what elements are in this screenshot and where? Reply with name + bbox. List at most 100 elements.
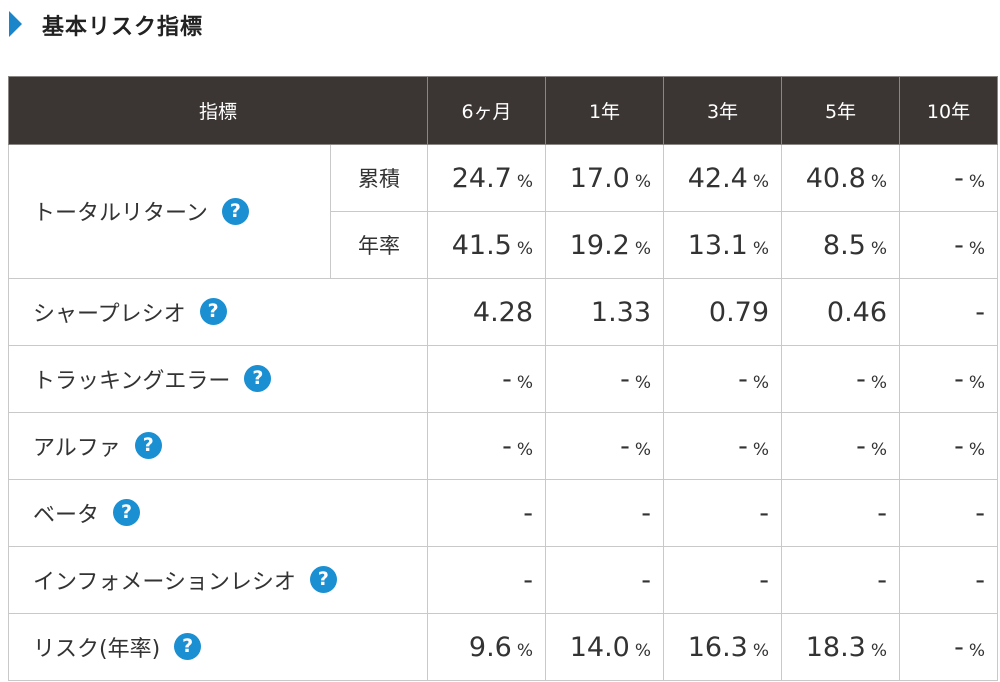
value-text: - <box>954 229 964 261</box>
value-text: 42.4 <box>687 162 748 194</box>
table-cell: - <box>781 479 901 547</box>
help-icon[interactable]: ? <box>174 633 202 661</box>
row-label-text: インフォメーションレシオ <box>33 569 296 595</box>
row-label-text: ベータ <box>33 502 100 528</box>
unit-text: % <box>968 171 986 192</box>
value-text: 13.1 <box>687 229 748 261</box>
table-cell: - <box>427 546 547 614</box>
table-cell: 19.2% <box>545 211 665 279</box>
unit-text: % <box>634 238 652 259</box>
table-cell: -% <box>781 345 901 413</box>
help-icon[interactable]: ? <box>244 365 272 393</box>
row-label: トラッキングエラー? <box>7 345 429 413</box>
table-cell: 14.0% <box>545 613 665 681</box>
table-row: アルファ? -% -% -% -% -% <box>7 412 999 480</box>
value-text: 18.3 <box>805 631 866 663</box>
header-period-6m: 6ヶ月 <box>427 76 547 145</box>
table-cell: -% <box>899 613 999 681</box>
unit-text: % <box>968 439 986 460</box>
unit-text: % <box>968 238 986 259</box>
value-text: - <box>877 564 888 596</box>
value-text: 40.8 <box>805 162 866 194</box>
row-label-total-return: トータルリターン? <box>8 144 331 279</box>
value-text: - <box>502 363 512 395</box>
unit-text: % <box>752 640 770 661</box>
table-cell: 18.3% <box>781 613 901 681</box>
table-cell: 16.3% <box>663 613 783 681</box>
unit-text: % <box>516 640 534 661</box>
value-text: - <box>738 363 748 395</box>
table-cell: 42.4% <box>663 144 783 212</box>
table-cell: 13.1% <box>663 211 783 279</box>
table-cell: - <box>545 546 665 614</box>
help-icon[interactable]: ? <box>113 499 141 527</box>
value-text: 1.33 <box>590 296 652 328</box>
value-text: - <box>759 564 770 596</box>
unit-text: % <box>634 372 652 393</box>
unit-text: % <box>870 171 888 192</box>
value-text: 24.7 <box>451 162 512 194</box>
table-cell: -% <box>545 412 665 480</box>
value-text: - <box>954 430 964 462</box>
table-cell: -% <box>899 144 999 212</box>
unit-text: % <box>516 372 534 393</box>
table-row-total-return-cumulative: トータルリターン? 累積 24.7% 17.0% 42.4% 40.8% -% <box>8 144 999 279</box>
row-label-text: シャープレシオ <box>33 301 186 327</box>
table-cell: 4.28 <box>427 278 547 346</box>
unit-text: % <box>968 372 986 393</box>
value-text: 0.79 <box>708 296 770 328</box>
value-text: - <box>523 564 534 596</box>
value-text: 9.6 <box>468 631 512 663</box>
header-period-10y: 10年 <box>899 76 999 145</box>
row-label-text: トータルリターン <box>33 201 208 227</box>
header-period-1y: 1年 <box>545 76 665 145</box>
value-text: - <box>523 497 534 529</box>
table-cell: 24.7% <box>427 144 547 212</box>
row-label: ベータ? <box>7 479 429 547</box>
value-text: 0.46 <box>826 296 888 328</box>
table-cell: - <box>899 546 999 614</box>
unit-text: % <box>516 238 534 259</box>
value-text: - <box>954 631 964 663</box>
table-cell: - <box>781 546 901 614</box>
header-indicator: 指標 <box>7 76 429 145</box>
header-period-3y: 3年 <box>663 76 783 145</box>
risk-indicator-table: 指標 6ヶ月 1年 3年 5年 10年 トータルリターン? 累積 24.7% 17.0… <box>7 76 999 681</box>
row-label-text: リスク(年率) <box>33 636 161 662</box>
table-header-row: 指標 6ヶ月 1年 3年 5年 10年 <box>7 76 999 145</box>
unit-text: % <box>752 372 770 393</box>
value-text: 19.2 <box>569 229 630 261</box>
section-title: 基本リスク指標 <box>42 15 204 40</box>
table-cell: 17.0% <box>545 144 665 212</box>
table-row: トラッキングエラー? -% -% -% -% -% <box>7 345 999 413</box>
table-cell: -% <box>899 345 999 413</box>
value-text: - <box>620 430 630 462</box>
table-cell: - <box>663 546 783 614</box>
unit-text: % <box>870 238 888 259</box>
table-cell: -% <box>899 211 999 279</box>
help-icon[interactable]: ? <box>309 566 337 594</box>
unit-text: % <box>968 640 986 661</box>
help-icon[interactable]: ? <box>134 432 162 460</box>
table-cell: -% <box>781 412 901 480</box>
table-cell: -% <box>663 412 783 480</box>
table-cell: -% <box>663 345 783 413</box>
help-icon[interactable]: ? <box>199 298 227 326</box>
unit-text: % <box>870 640 888 661</box>
value-text: 41.5 <box>451 229 512 261</box>
value-text: - <box>975 564 986 596</box>
sublabel-cumulative: 累積 <box>329 144 429 212</box>
row-label-text: アルファ <box>33 435 121 461</box>
value-text: 14.0 <box>569 631 630 663</box>
table-row-total-return-annual: 年率 41.5% 19.2% 13.1% 8.5% -% <box>9 211 999 279</box>
table-cell: 8.5% <box>781 211 901 279</box>
value-text: 16.3 <box>687 631 748 663</box>
value-text: - <box>877 497 888 529</box>
table-row: リスク(年率)? 9.6% 14.0% 16.3% 18.3% -% <box>7 613 999 681</box>
help-icon[interactable]: ? <box>221 197 249 225</box>
row-label: シャープレシオ? <box>7 278 429 346</box>
value-text: - <box>954 363 964 395</box>
value-text: 17.0 <box>569 162 630 194</box>
unit-text: % <box>634 439 652 460</box>
value-text: - <box>856 430 866 462</box>
